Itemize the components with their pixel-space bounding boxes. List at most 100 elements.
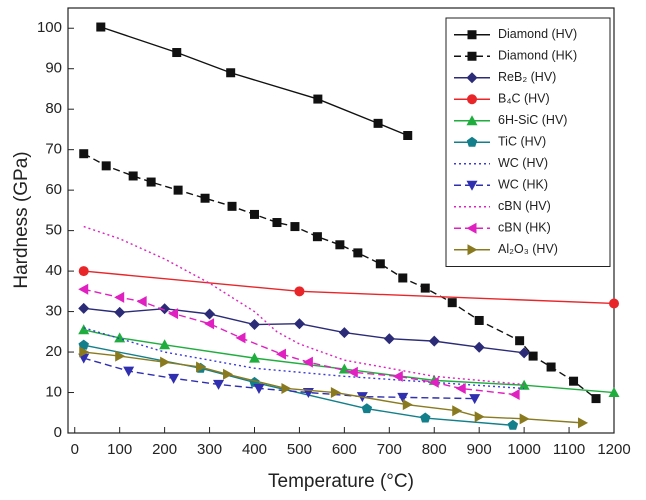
- legend-label: cBN (HK): [498, 221, 551, 235]
- marker: [168, 308, 179, 320]
- marker: [338, 327, 350, 339]
- marker: [227, 201, 237, 211]
- x-tick-label: 500: [287, 441, 312, 458]
- marker: [467, 30, 477, 40]
- marker: [114, 291, 125, 303]
- marker: [204, 308, 216, 320]
- x-tick-label: 300: [197, 441, 222, 458]
- marker: [474, 411, 485, 423]
- marker: [455, 382, 466, 394]
- marker: [235, 332, 246, 344]
- marker: [518, 379, 530, 390]
- x-tick-label: 1100: [553, 441, 585, 458]
- marker: [507, 419, 519, 430]
- x-axis-title: Temperature (°C): [268, 471, 414, 492]
- marker: [518, 347, 530, 359]
- legend-label: WC (HV): [498, 156, 548, 170]
- marker: [272, 218, 282, 228]
- x-tick-label: 200: [152, 441, 177, 458]
- marker: [397, 392, 409, 403]
- marker: [78, 324, 90, 335]
- marker: [204, 318, 215, 330]
- marker: [361, 403, 373, 414]
- legend-label: 6H-SiC (HV): [498, 113, 567, 127]
- series-line: [83, 329, 615, 394]
- marker: [466, 115, 478, 126]
- marker: [200, 193, 210, 203]
- y-tick-label: 10: [45, 383, 62, 400]
- x-tick-label: 1000: [507, 441, 540, 458]
- x-tick-label: 800: [422, 441, 447, 458]
- marker: [466, 72, 478, 84]
- plot-frame: [67, 7, 615, 434]
- legend-label: ReB₂ (HV): [498, 70, 556, 84]
- marker: [467, 51, 477, 61]
- x-tick-label: 700: [377, 441, 402, 458]
- marker: [101, 161, 111, 171]
- marker: [248, 352, 260, 363]
- marker: [402, 399, 413, 411]
- legend-label: Diamond (HK): [498, 49, 577, 63]
- marker: [146, 177, 156, 187]
- y-tick-label: 20: [45, 343, 62, 360]
- series-line: [83, 307, 525, 354]
- legend-label: Al₂O₃ (HV): [498, 242, 558, 256]
- marker: [467, 244, 478, 256]
- marker: [569, 376, 579, 386]
- series-line: [83, 327, 525, 390]
- marker: [519, 413, 530, 425]
- marker: [172, 48, 182, 58]
- marker: [248, 319, 260, 331]
- marker: [213, 379, 225, 390]
- marker: [398, 273, 408, 283]
- marker: [293, 318, 305, 330]
- marker: [403, 131, 413, 140]
- legend-label: TiC (HV): [498, 135, 546, 149]
- marker: [608, 387, 620, 398]
- marker: [312, 232, 322, 242]
- marker: [302, 356, 313, 368]
- marker: [528, 351, 538, 361]
- marker: [136, 295, 147, 307]
- series-line: [83, 270, 615, 305]
- marker: [353, 248, 363, 258]
- marker: [420, 412, 431, 423]
- marker: [78, 266, 89, 277]
- marker: [168, 373, 180, 384]
- marker: [335, 240, 345, 250]
- y-tick-label: 90: [45, 60, 62, 77]
- legend-label: B₄C (HV): [498, 92, 550, 106]
- marker: [160, 356, 171, 368]
- marker: [578, 417, 589, 429]
- series-line: [83, 351, 583, 424]
- y-tick-label: 30: [45, 303, 62, 320]
- series-line: [100, 26, 408, 137]
- marker: [128, 171, 138, 181]
- series-line: [83, 153, 597, 400]
- marker: [591, 394, 601, 404]
- y-tick-label: 70: [45, 141, 62, 158]
- legend-label: WC (HK): [498, 178, 548, 192]
- marker: [114, 306, 126, 318]
- marker: [373, 118, 383, 128]
- marker: [428, 376, 439, 388]
- marker: [79, 149, 89, 159]
- marker: [383, 333, 395, 345]
- y-tick-label: 40: [45, 262, 62, 279]
- marker: [392, 370, 403, 382]
- y-tick-label: 50: [45, 222, 62, 239]
- marker: [159, 303, 171, 315]
- marker: [123, 366, 135, 377]
- marker: [473, 341, 485, 353]
- x-tick-label: 100: [107, 441, 132, 458]
- marker: [330, 387, 341, 399]
- marker: [347, 366, 358, 378]
- marker: [420, 283, 430, 293]
- marker: [196, 361, 207, 373]
- marker: [428, 335, 440, 347]
- marker: [78, 283, 89, 295]
- marker: [78, 339, 89, 350]
- marker: [294, 286, 305, 297]
